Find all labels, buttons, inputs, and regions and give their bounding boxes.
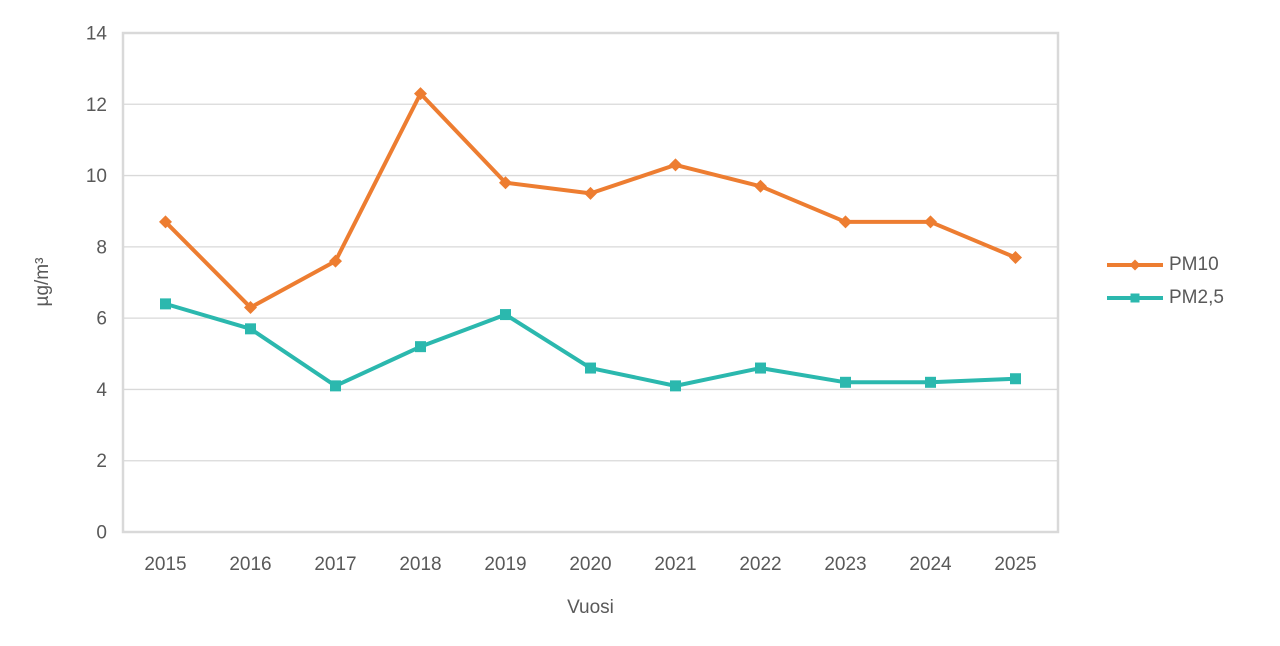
y-tick-label-10: 10 [86,166,107,187]
marker-pm10-2019 [499,176,512,190]
marker-pm25-2017 [330,380,341,392]
legend-item-pm25: PM2,5 [1106,287,1224,309]
marker-pm25-2023 [840,376,851,388]
marker-pm10-2025 [1009,251,1022,265]
marker-pm10-2021 [669,158,682,172]
marker-pm25-2019 [500,309,511,321]
marker-pm10-2016 [244,300,257,314]
legend-square-marker-icon [1130,293,1140,303]
x-tick-label-2016: 2016 [229,554,271,575]
legend-label-pm25: PM2,5 [1169,287,1224,308]
marker-pm10-2020 [584,186,597,200]
x-tick-label-2023: 2023 [824,554,866,575]
series-line-pm25 [163,301,1018,388]
x-tick-label-2024: 2024 [909,554,952,575]
y-tick-label-14: 14 [86,24,108,45]
y-tick-label-0: 0 [96,523,107,544]
y-tick-label-6: 6 [96,309,107,330]
legend-swatch-pm10 [1107,259,1163,271]
marker-pm25-2021 [670,380,681,392]
y-tick-label-4: 4 [96,380,107,401]
y-tick-label-8: 8 [96,237,107,258]
x-tick-label-2025: 2025 [994,554,1036,575]
plot-border [121,31,1060,534]
x-tick-label-2020: 2020 [569,554,611,575]
x-tick-label-2021: 2021 [654,554,696,575]
marker-pm25-2020 [585,362,596,374]
legend: PM10 PM2,5 [1106,254,1224,309]
x-tick-label-2017: 2017 [314,554,356,575]
marker-pm25-2025 [1010,373,1021,385]
legend-diamond-marker-icon [1129,259,1141,271]
marker-pm25-2022 [755,362,766,374]
legend-label-pm10: PM10 [1169,254,1219,275]
legend-item-pm10: PM10 [1106,254,1224,276]
y-tick-label-12: 12 [86,95,107,116]
marker-pm25-2018 [415,341,426,353]
marker-pm10-2022 [754,179,767,193]
y-tick-label-2: 2 [96,451,107,472]
series-line-pm10 [163,91,1018,310]
x-tick-label-2015: 2015 [144,554,186,575]
marker-pm10-2018 [414,87,427,101]
x-axis-title: Vuosi [567,597,614,618]
marker-pm25-2024 [925,376,936,388]
marker-pm25-2015 [160,298,171,310]
marker-pm25-2016 [245,323,256,335]
marker-pm10-2017 [329,254,342,268]
legend-swatch-pm25 [1107,293,1163,303]
x-tick-label-2022: 2022 [739,554,781,575]
marker-pm10-2023 [839,215,852,229]
marker-pm10-2024 [924,215,937,229]
y-axis-title: µg/m³ [32,257,53,307]
x-tick-label-2018: 2018 [399,554,441,575]
marker-pm10-2015 [159,215,172,229]
x-tick-label-2019: 2019 [484,554,526,575]
